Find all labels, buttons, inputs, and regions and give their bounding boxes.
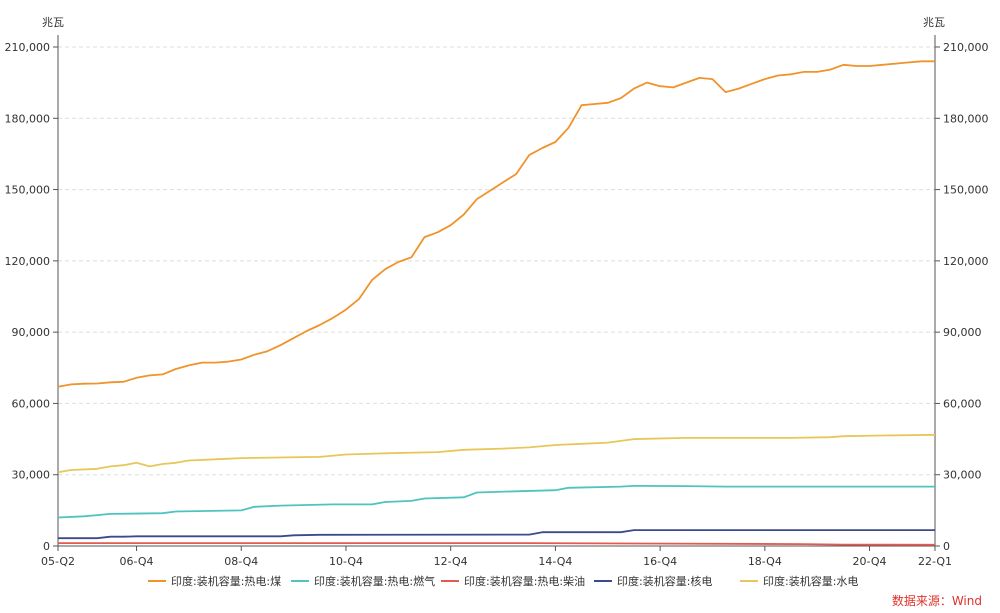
- legend-item-1: 印度:装机容量:热电:煤: [148, 574, 281, 588]
- left-y-unit: 兆瓦: [42, 16, 64, 29]
- series-line-5: [57, 433, 936, 474]
- right-y-tick-label: 210,000: [943, 41, 989, 54]
- legend-item-4: 印度:装机容量:核电: [594, 574, 712, 588]
- right-y-tick-label: 30,000: [943, 469, 982, 482]
- right-y-tick-label: 120,000: [943, 255, 989, 268]
- data-source-note: 数据来源：Wind: [892, 593, 982, 608]
- right-y-tick-label: 0: [943, 540, 950, 553]
- right-y-tick-label: 90,000: [943, 326, 982, 339]
- legend-item-2: 印度:装机容量:热电:燃气: [291, 574, 435, 588]
- legend-item-5: 印度:装机容量:水电: [740, 574, 858, 588]
- x-tick-label: 22-Q1: [918, 555, 952, 568]
- legend-label: 印度:装机容量:热电:燃气: [314, 574, 435, 588]
- right-y-tick-label: 180,000: [943, 112, 989, 125]
- left-y-tick-label: 180,000: [5, 112, 51, 125]
- left-y-tick-label: 0: [43, 540, 50, 553]
- series-lines: [57, 60, 936, 546]
- right-y-tick-label: 60,000: [943, 397, 982, 410]
- x-tick-label: 06-Q4: [120, 555, 154, 568]
- left-y-tick-label: 120,000: [5, 255, 51, 268]
- left-y-tick-label: 210,000: [5, 41, 51, 54]
- series-line-3: [58, 542, 936, 546]
- x-tick-label: 20-Q4: [853, 555, 887, 568]
- gridlines: [58, 46, 935, 476]
- axes: [57, 35, 936, 547]
- series-line-4: [58, 529, 935, 540]
- series-line-1: [57, 60, 935, 388]
- legend-label: 印度:装机容量:核电: [617, 574, 712, 588]
- x-tick-label: 18-Q4: [748, 555, 782, 568]
- legend-item-3: 印度:装机容量:热电:柴油: [441, 574, 585, 588]
- right-y-tick-label: 150,000: [943, 184, 989, 197]
- left-y-tick-label: 150,000: [5, 184, 51, 197]
- x-tick-label: 10-Q4: [329, 555, 363, 568]
- left-y-tick-label: 90,000: [12, 326, 51, 339]
- legend-label: 印度:装机容量:水电: [763, 574, 858, 588]
- left-y-tick-label: 30,000: [12, 469, 51, 482]
- legend: 印度:装机容量:热电:煤 印度:装机容量:热电:燃气 印度:装机容量:热电:柴油 印度…: [148, 574, 858, 588]
- right-y-unit: 兆瓦: [923, 16, 945, 29]
- x-tick-label: 08-Q4: [224, 555, 258, 568]
- tick-labels: 0 0 30,000 30,000 60,000 60,000 90,000 90,000 12…: [5, 41, 989, 568]
- series-line-2: [57, 485, 935, 519]
- x-tick-label: 16-Q4: [643, 555, 677, 568]
- x-tick-label: 05-Q2: [41, 555, 75, 568]
- legend-label: 印度:装机容量:热电:柴油: [464, 574, 585, 588]
- left-y-tick-label: 60,000: [12, 397, 51, 410]
- x-tick-label: 14-Q4: [538, 555, 572, 568]
- legend-label: 印度:装机容量:热电:煤: [171, 574, 281, 588]
- x-tick-label: 12-Q4: [434, 555, 468, 568]
